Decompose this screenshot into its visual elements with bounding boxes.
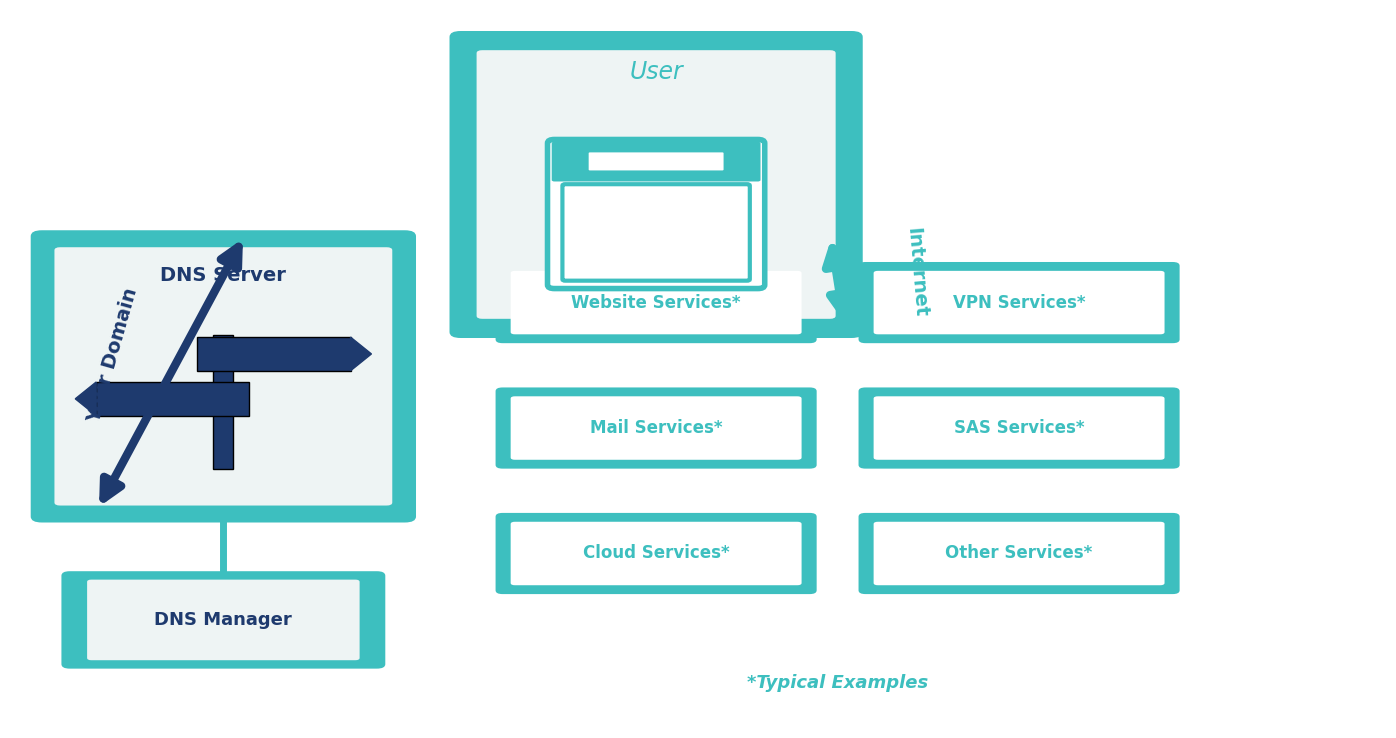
Text: *Typical Examples: *Typical Examples bbox=[747, 674, 928, 692]
Text: User: User bbox=[630, 61, 683, 84]
FancyBboxPatch shape bbox=[450, 31, 863, 338]
FancyBboxPatch shape bbox=[87, 579, 360, 661]
Text: DNS Manager: DNS Manager bbox=[155, 611, 292, 629]
Polygon shape bbox=[75, 382, 96, 415]
FancyBboxPatch shape bbox=[54, 247, 392, 506]
FancyBboxPatch shape bbox=[511, 271, 801, 334]
FancyBboxPatch shape bbox=[214, 335, 233, 469]
FancyBboxPatch shape bbox=[859, 387, 1180, 469]
Text: Internet: Internet bbox=[903, 227, 930, 318]
Text: Website Services*: Website Services* bbox=[571, 294, 741, 311]
Text: Mail Services*: Mail Services* bbox=[591, 419, 722, 437]
Text: VPN Services*: VPN Services* bbox=[953, 294, 1085, 311]
FancyBboxPatch shape bbox=[476, 50, 836, 319]
FancyBboxPatch shape bbox=[547, 139, 765, 289]
FancyBboxPatch shape bbox=[859, 262, 1180, 343]
FancyArrowPatch shape bbox=[826, 248, 849, 313]
FancyBboxPatch shape bbox=[61, 571, 385, 669]
FancyBboxPatch shape bbox=[496, 513, 817, 594]
FancyBboxPatch shape bbox=[197, 337, 350, 370]
Polygon shape bbox=[350, 337, 371, 370]
Text: DNS Server: DNS Server bbox=[161, 266, 286, 285]
FancyBboxPatch shape bbox=[96, 382, 250, 415]
FancyBboxPatch shape bbox=[859, 513, 1180, 594]
FancyBboxPatch shape bbox=[589, 152, 723, 170]
FancyArrowPatch shape bbox=[103, 246, 239, 499]
FancyBboxPatch shape bbox=[511, 396, 801, 460]
FancyBboxPatch shape bbox=[874, 522, 1164, 585]
FancyBboxPatch shape bbox=[496, 387, 817, 469]
Text: Other Services*: Other Services* bbox=[945, 545, 1093, 562]
Text: Your Domain: Your Domain bbox=[85, 286, 141, 425]
FancyBboxPatch shape bbox=[496, 262, 817, 343]
Text: SAS Services*: SAS Services* bbox=[953, 419, 1085, 437]
FancyBboxPatch shape bbox=[551, 142, 761, 182]
FancyBboxPatch shape bbox=[511, 522, 801, 585]
FancyBboxPatch shape bbox=[874, 271, 1164, 334]
FancyBboxPatch shape bbox=[874, 396, 1164, 460]
FancyBboxPatch shape bbox=[31, 230, 416, 523]
FancyBboxPatch shape bbox=[563, 184, 750, 280]
Text: Cloud Services*: Cloud Services* bbox=[582, 545, 730, 562]
